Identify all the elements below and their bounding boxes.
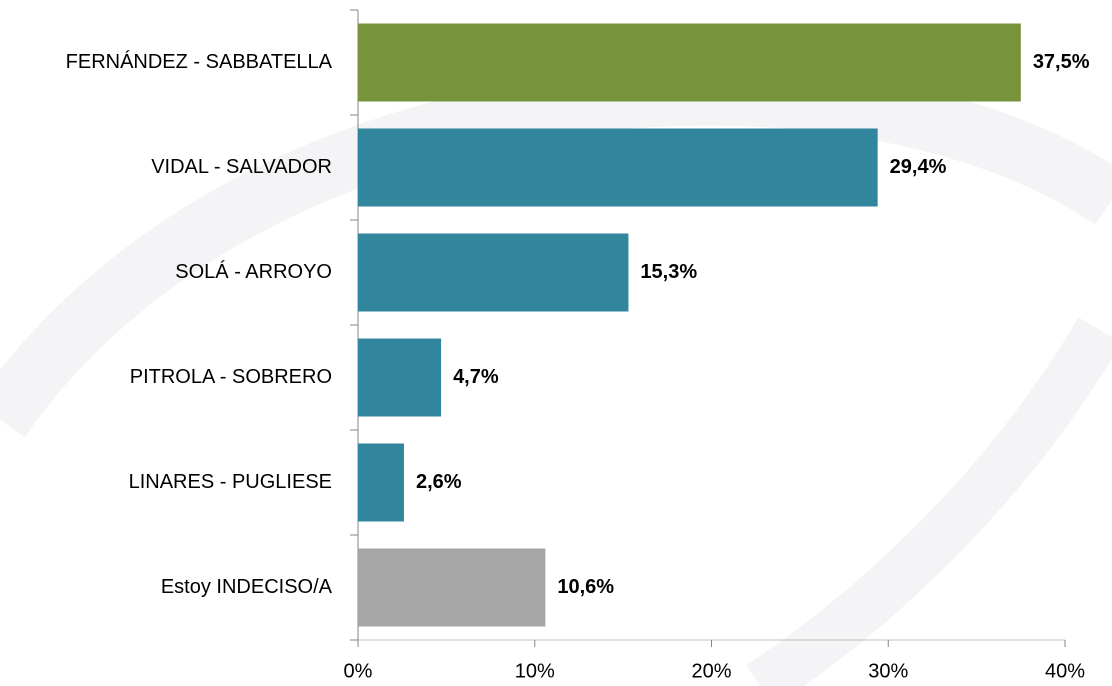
bar <box>358 443 404 522</box>
x-tick-label: 40% <box>1045 660 1085 682</box>
bar <box>358 233 629 312</box>
value-label: 37,5% <box>1033 51 1090 73</box>
y-tick-label: LINARES - PUGLIESE <box>129 471 332 493</box>
background-swoosh <box>0 65 1112 438</box>
bar <box>358 548 546 627</box>
x-tick-label: 20% <box>691 660 731 682</box>
y-tick-label: Estoy INDECISO/A <box>161 576 333 598</box>
value-label: 29,4% <box>890 156 947 178</box>
value-label: 4,7% <box>453 366 499 388</box>
bar <box>358 23 1021 102</box>
x-tick-label: 0% <box>344 660 373 682</box>
x-tick-label: 30% <box>868 660 908 682</box>
y-tick-label: VIDAL - SALVADOR <box>151 156 332 178</box>
bar <box>358 128 878 207</box>
y-tick-label: SOLÁ - ARROYO <box>175 260 332 283</box>
y-tick-label: PITROLA - SOBRERO <box>130 366 332 388</box>
value-label: 2,6% <box>416 471 462 493</box>
x-tick-label: 10% <box>515 660 555 682</box>
background-swoosh <box>746 317 1112 686</box>
y-tick-label: FERNÁNDEZ - SABBATELLA <box>66 50 333 73</box>
value-label: 10,6% <box>557 576 614 598</box>
value-label: 15,3% <box>640 261 697 283</box>
bar <box>358 338 442 417</box>
